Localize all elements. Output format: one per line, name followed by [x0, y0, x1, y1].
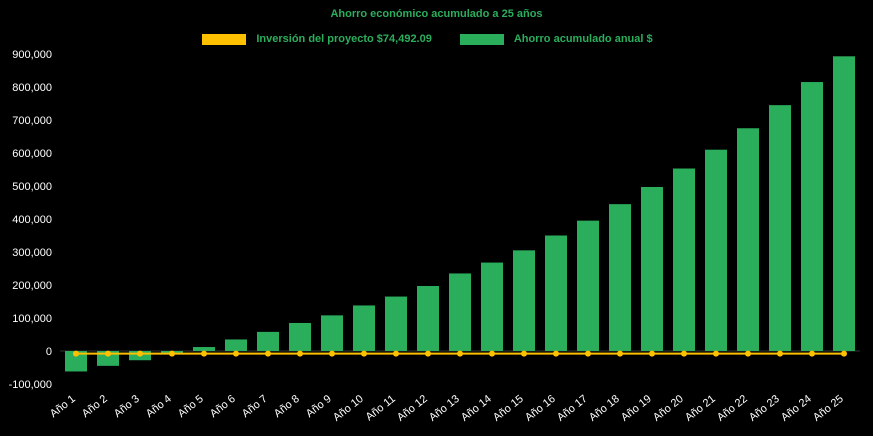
x-axis-tick-label: Año 18	[587, 393, 622, 424]
x-axis-tick-label: Año 23	[747, 393, 782, 424]
chart-title: Ahorro económico acumulado a 25 años	[330, 8, 543, 20]
savings-bar	[577, 220, 599, 351]
savings-bar	[257, 331, 279, 351]
savings-bar	[737, 128, 759, 351]
x-axis-tick-label: Año 20	[651, 393, 686, 424]
y-axis-tick-label: 600,000	[12, 148, 52, 160]
investment-line-marker	[681, 350, 687, 357]
x-axis-tick-label: Año 10	[331, 393, 366, 424]
savings-bar	[193, 347, 215, 351]
x-axis-tick-label: Año 21	[683, 393, 718, 424]
x-axis-tick-label: Año 25	[811, 393, 846, 424]
savings-bar	[545, 235, 567, 351]
y-axis-tick-label: 100,000	[12, 313, 52, 325]
investment-line-marker	[841, 350, 847, 357]
x-axis-tick-label: Año 8	[272, 393, 302, 420]
savings-bar	[513, 250, 535, 351]
investment-line-marker	[105, 350, 111, 357]
investment-line-marker	[457, 350, 463, 357]
y-axis-tick-label: 800,000	[12, 82, 52, 94]
y-axis-tick-label: 300,000	[12, 247, 52, 259]
x-axis-tick-label: Año 11	[364, 393, 398, 423]
savings-bar	[65, 351, 87, 372]
investment-line-marker	[777, 350, 783, 357]
x-axis-tick-label: Año 17	[555, 393, 590, 424]
savings-bar	[321, 315, 343, 351]
y-axis-tick-label: 400,000	[12, 214, 52, 226]
investment-line-marker	[137, 350, 143, 357]
savings-bar	[225, 339, 247, 351]
x-axis-tick-label: Año 15	[491, 393, 526, 424]
x-axis-tick-label: Año 19	[619, 393, 654, 424]
investment-line-marker	[617, 350, 623, 357]
savings-bar	[641, 186, 663, 351]
legend-swatch-investment	[202, 33, 247, 45]
legend-label-investment: Inversión del proyecto $74,492.09	[256, 33, 432, 45]
savings-bar	[705, 149, 727, 351]
savings-bar	[353, 305, 375, 351]
y-axis-tick-label: 900,000	[12, 49, 52, 61]
investment-line-marker	[809, 350, 815, 357]
legend-swatch-savings	[459, 33, 504, 45]
savings-bar	[481, 262, 503, 351]
investment-line-marker	[521, 350, 527, 357]
investment-line-marker	[489, 350, 495, 357]
savings-bar	[673, 168, 695, 351]
chart-plot: -100,000 0 100,000 200,000 300,000 400,000 500…	[9, 49, 860, 424]
savings-bar	[449, 273, 471, 351]
investment-line-marker	[201, 350, 207, 357]
legend: Inversión del proyecto $74,492.09 Ahorro…	[0, 32, 873, 46]
investment-line-marker	[265, 350, 271, 357]
savings-bar	[385, 296, 407, 351]
savings-bar	[609, 204, 631, 351]
x-axis-tick-label: Año 1	[48, 393, 78, 420]
investment-line-marker	[297, 350, 303, 357]
investment-line-marker	[393, 350, 399, 357]
y-axis-tick-label: 700,000	[12, 115, 52, 127]
investment-line-marker	[553, 350, 559, 357]
investment-line-marker	[169, 350, 175, 357]
x-axis-tick-label: Año 3	[112, 393, 142, 420]
x-axis-tick-label: Año 7	[240, 393, 270, 420]
investment-line-marker	[361, 350, 367, 357]
x-axis-tick-label: Año 9	[304, 393, 334, 420]
y-axis-tick-label: 0	[46, 346, 52, 358]
x-axis-tick-label: Año 5	[176, 393, 206, 420]
y-axis-tick-label: 200,000	[12, 280, 52, 292]
investment-line-marker	[233, 350, 239, 357]
x-axis-tick-label: Año 14	[459, 393, 494, 424]
x-axis-tick-label: Año 24	[779, 393, 814, 424]
investment-line-marker	[73, 350, 79, 357]
investment-line-marker	[745, 350, 751, 357]
savings-bar	[801, 82, 823, 352]
investment-line-marker	[713, 350, 719, 357]
investment-line-marker	[649, 350, 655, 357]
x-axis-tick-label: Año 4	[144, 393, 174, 420]
x-axis-tick-label: Año 22	[715, 393, 750, 424]
y-axis-tick-label: -100,000	[9, 379, 52, 391]
savings-bar	[289, 322, 311, 351]
savings-bar	[97, 351, 119, 366]
y-axis-tick-label: 500,000	[12, 181, 52, 193]
x-axis-tick-label: Año 6	[208, 393, 238, 420]
savings-bar	[417, 285, 439, 351]
x-axis-tick-label: Año 2	[80, 393, 110, 420]
savings-bar	[833, 56, 855, 352]
savings-bar	[769, 105, 791, 352]
x-axis-tick-label: Año 13	[427, 393, 462, 424]
x-axis-tick-label: Año 12	[395, 393, 430, 424]
investment-line-marker	[585, 350, 591, 357]
investment-line-marker	[425, 350, 431, 357]
x-axis-tick-label: Año 16	[523, 393, 558, 424]
legend-label-savings: Ahorro acumulado anual $	[513, 33, 653, 45]
investment-line-marker	[329, 350, 335, 357]
